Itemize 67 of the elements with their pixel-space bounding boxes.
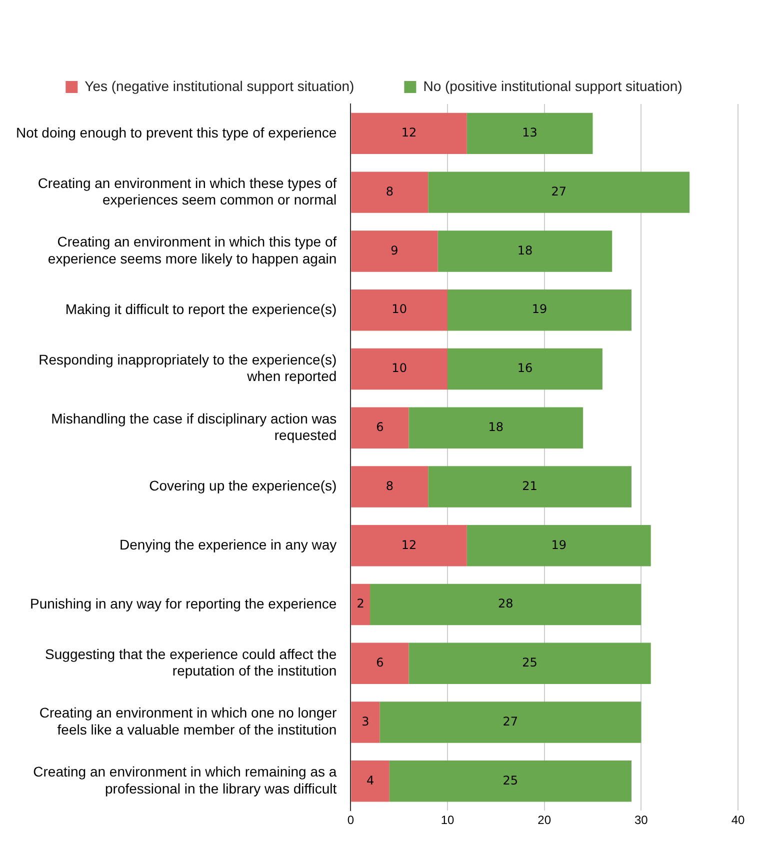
data-label: 18: [517, 243, 533, 258]
data-label: 6: [376, 420, 384, 434]
data-label: 18: [488, 420, 504, 434]
y-tick-label: Mishandling the case if disciplinary action was requested: [51, 410, 337, 444]
data-label: 8: [386, 478, 394, 493]
x-tick-label: 0: [347, 813, 354, 828]
bar: [351, 642, 409, 684]
bar: [351, 289, 448, 331]
bar: [351, 112, 467, 154]
data-label: 12: [401, 538, 417, 552]
bar: [351, 584, 370, 626]
data-label: 16: [517, 361, 533, 376]
y-tick-label: Covering up the experience(s): [149, 478, 337, 494]
bar: [389, 760, 632, 802]
bar: [380, 702, 642, 743]
data-label: 25: [502, 773, 518, 788]
data-label: 3: [362, 714, 370, 728]
bar: [438, 230, 612, 272]
bar: [351, 525, 467, 566]
data-label: 13: [522, 126, 538, 140]
data-label: 19: [532, 302, 548, 316]
bar: [408, 407, 584, 448]
bar: [408, 642, 651, 684]
bar: [351, 466, 428, 508]
data-label: 21: [522, 478, 538, 493]
y-tick-label: Creating an environment in which remaining as a professional in the library was difficult: [33, 764, 337, 796]
data-label: 19: [551, 538, 566, 552]
data-label: 27: [502, 714, 518, 728]
y-tick-label: Not doing enough to prevent this type of experience: [16, 124, 337, 140]
data-label: 6: [376, 656, 384, 670]
y-tick-label: Suggesting that the experience could affect the reputation of the institution: [45, 646, 337, 679]
y-tick-label: Creating an environment in which this type of experience seems more likely to happen again: [48, 234, 337, 266]
y-tick-label: Making it difficult to report the experience(s): [65, 300, 337, 317]
data-label: 10: [392, 361, 407, 376]
bar: [428, 466, 632, 508]
bar: [351, 230, 438, 272]
x-tick-label: 30: [634, 813, 648, 828]
legend-label: No (positive institutional support situation): [423, 78, 682, 94]
bar: [370, 584, 642, 626]
y-tick-label: Creating an environment in which these types of experiences seem common or normal: [38, 174, 337, 208]
legend-label: Yes (negative institutional support situation): [84, 78, 354, 94]
data-label: 8: [386, 184, 394, 198]
bar: [428, 172, 690, 213]
data-label: 2: [356, 596, 364, 611]
y-tick-label: Creating an environment in which one no longer feels like a valuable member of the institution: [39, 704, 337, 738]
bar: [447, 289, 632, 331]
data-label: 12: [401, 126, 417, 140]
y-tick-label: Punishing in any way for reporting the experience: [30, 595, 337, 612]
x-tick-label: 20: [538, 813, 552, 828]
bar: [466, 112, 593, 154]
bar: [447, 348, 602, 390]
bar: [351, 172, 428, 213]
data-label: 25: [522, 656, 538, 670]
bar: [466, 525, 651, 566]
bar: [351, 348, 448, 390]
y-tick-label: Responding inappropriately to the experience(s) when reported: [38, 351, 337, 384]
bar: [351, 760, 390, 802]
data-label: 4: [366, 773, 374, 788]
data-label: 10: [392, 302, 407, 316]
bar: [351, 702, 380, 743]
x-tick-label: 10: [440, 813, 454, 828]
x-tick-label: 40: [731, 813, 745, 828]
data-label: 28: [498, 596, 514, 611]
data-label: 27: [551, 184, 566, 198]
data-label: 9: [390, 243, 398, 258]
bar: [351, 407, 409, 448]
y-tick-label: Denying the experience in any way: [120, 536, 337, 552]
